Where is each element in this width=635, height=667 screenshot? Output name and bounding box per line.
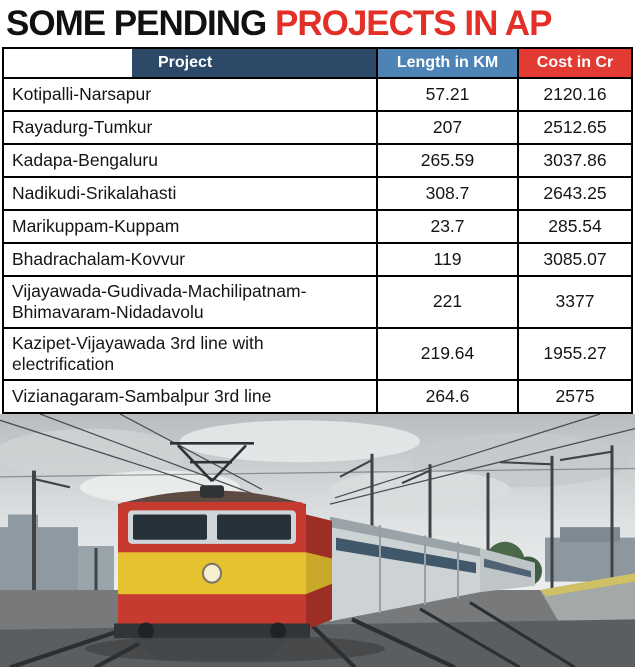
headline: SOME PENDING PROJECTS IN AP — [0, 0, 635, 47]
project-cell: Kazipet-Vijayawada 3rd line with electri… — [12, 332, 264, 374]
center-headlight — [202, 562, 222, 584]
project-cell: Nadikudi-Srikalahasti — [12, 182, 177, 203]
cost-cell: 2512.65 — [543, 116, 607, 137]
length-cell: 119 — [376, 243, 519, 275]
header-project: Project — [132, 48, 376, 77]
buffer-left — [138, 621, 154, 639]
project-cell: Rayadurg-Tumkur — [12, 116, 153, 137]
length-cell: 308.7 — [376, 177, 519, 209]
project-cell: Bhadrachalam-Kovvur — [12, 248, 186, 269]
length-cell: 264.6 — [376, 380, 519, 412]
windshield-left — [133, 514, 207, 540]
table-row: Vijayawada-Gudivada-Machilipatnam-Bhimav… — [4, 274, 631, 327]
coaches — [330, 516, 535, 621]
length-cell: 265.59 — [376, 144, 519, 176]
table-row: Kadapa-Bengaluru 265.59 3037.86 — [4, 142, 631, 176]
train-photo-illustration — [0, 413, 635, 667]
project-cell: Marikuppam-Kuppam — [12, 215, 180, 236]
table-row: Kazipet-Vijayawada 3rd line with electri… — [4, 326, 631, 379]
table-body: Kotipalli-Narsapur 57.21 2120.16 Rayadur… — [4, 76, 631, 412]
top-headlight — [200, 484, 224, 498]
header-length: Length in KM — [376, 48, 519, 77]
length-cell: 221 — [376, 276, 519, 327]
table-row: Bhadrachalam-Kovvur 119 3085.07 — [4, 241, 631, 275]
cost-cell: 3037.86 — [543, 149, 607, 170]
background-structures — [0, 514, 635, 592]
cost-cell: 1955.27 — [543, 343, 607, 363]
table-row: Nadikudi-Srikalahasti 308.7 2643.25 — [4, 175, 631, 209]
length-cell: 23.7 — [376, 210, 519, 242]
cost-cell: 2575 — [555, 385, 595, 406]
length-cell: 219.64 — [376, 328, 519, 379]
cowcatcher — [132, 637, 292, 659]
project-cell: Vizianagaram-Sambalpur 3rd line — [12, 385, 272, 406]
header-spacer — [4, 48, 132, 77]
table-row: Vizianagaram-Sambalpur 3rd line 264.6 25… — [4, 378, 631, 412]
length-cell: 207 — [376, 111, 519, 143]
headline-part-2: PROJECTS IN AP — [274, 4, 552, 43]
headline-part-1: SOME PENDING — [6, 4, 275, 43]
project-cell: Kadapa-Bengaluru — [12, 149, 158, 170]
cost-cell: 3085.07 — [543, 248, 607, 269]
train-photo — [0, 413, 635, 667]
cost-cell: 3377 — [555, 291, 595, 311]
cost-cell: 2120.16 — [543, 83, 607, 104]
header-cost: Cost in Cr — [519, 48, 631, 77]
project-cell: Vijayawada-Gudivada-Machilipatnam-Bhimav… — [12, 280, 307, 322]
buffer-beam — [114, 623, 310, 638]
projects-table: Project Length in KM Cost in Cr Kotipall… — [2, 46, 633, 414]
loco-side-band — [306, 551, 332, 594]
cost-cell: 285.54 — [548, 215, 602, 236]
windshield-right — [217, 514, 291, 540]
table-row: Kotipalli-Narsapur 57.21 2120.16 — [4, 76, 631, 110]
table-header-row: Project Length in KM Cost in Cr — [4, 48, 631, 77]
length-cell: 57.21 — [376, 78, 519, 110]
pantograph — [170, 441, 254, 482]
catenary-wires — [0, 413, 635, 505]
cost-cell: 2643.25 — [543, 182, 607, 203]
table-row: Rayadurg-Tumkur 207 2512.65 — [4, 109, 631, 143]
project-cell: Kotipalli-Narsapur — [12, 83, 152, 104]
table-row: Marikuppam-Kuppam 23.7 285.54 — [4, 208, 631, 242]
locomotive — [114, 441, 332, 659]
buffer-right — [270, 621, 286, 639]
